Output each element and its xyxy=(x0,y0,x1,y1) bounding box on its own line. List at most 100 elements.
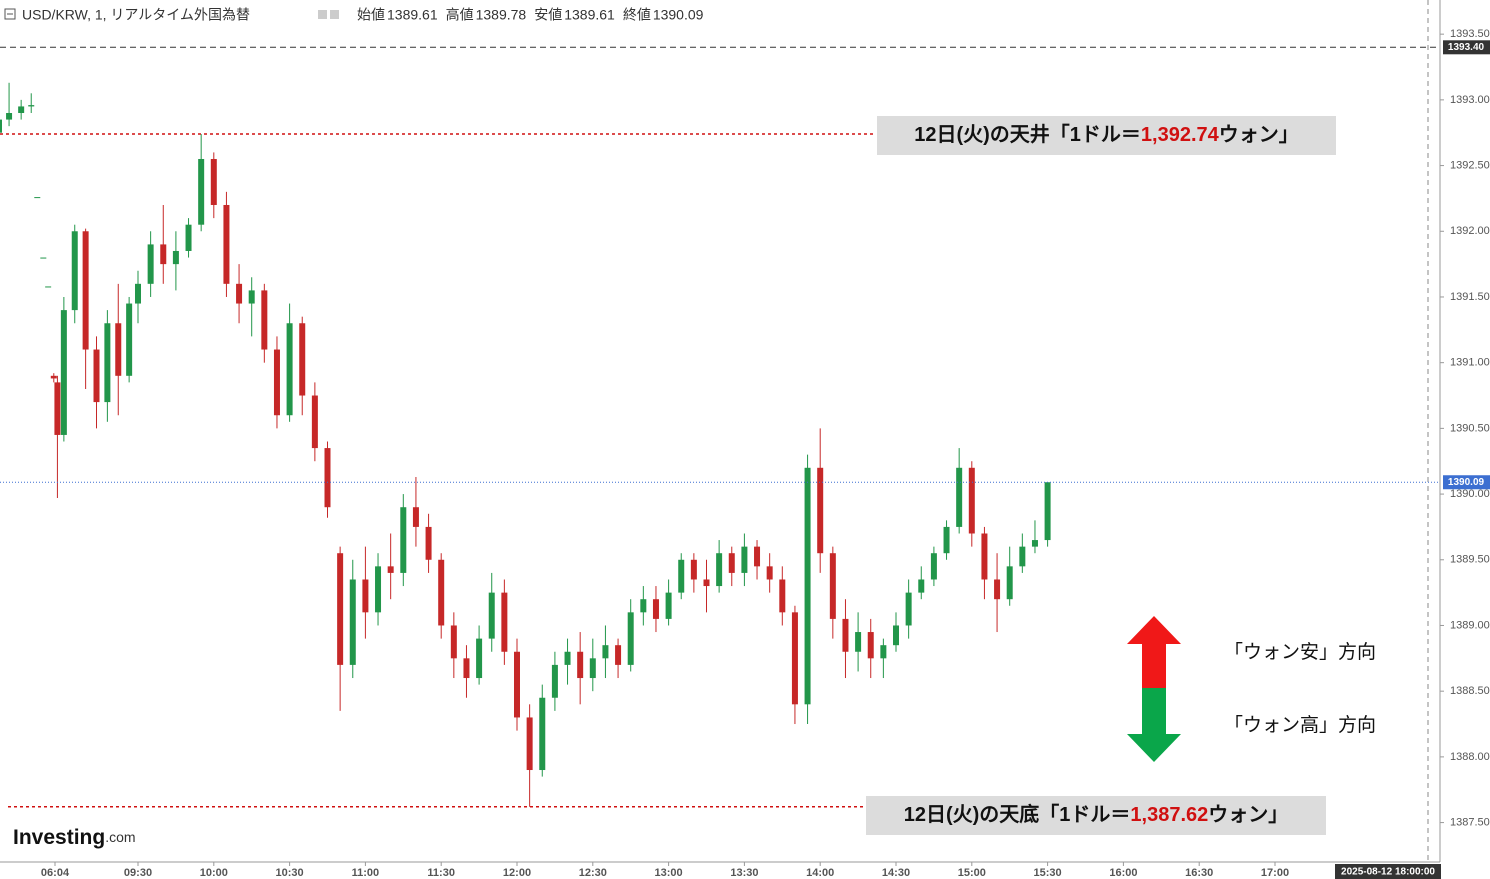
candle-body xyxy=(210,158,217,205)
candle-body xyxy=(728,553,735,573)
candle-body xyxy=(236,283,243,304)
annotation-text-before: 12日(火)の天底「1ドル＝ xyxy=(904,802,1131,826)
ohlc-header: 始値 1389.61 高値 1389.78 安値 1389.61 終値 1390.09 xyxy=(318,7,704,23)
candle-body xyxy=(223,204,230,284)
candle-body xyxy=(1044,482,1051,541)
settings-icon xyxy=(318,10,327,19)
candle-body xyxy=(400,507,407,573)
ohlc-value: 1389.78 xyxy=(476,7,527,23)
x-tick-label: 12:30 xyxy=(579,867,607,879)
candle-body xyxy=(412,507,419,527)
candle-body xyxy=(855,632,862,652)
logo-main: Investing xyxy=(13,826,105,849)
candle-body xyxy=(956,467,963,527)
candle-body xyxy=(147,244,154,284)
annotation-text-after: ウォン」 xyxy=(1208,803,1288,826)
candle-body xyxy=(551,664,558,698)
y-tick-label: 1388.00 xyxy=(1450,751,1490,763)
y-tick-label: 1393.50 xyxy=(1450,28,1490,40)
candle-body xyxy=(703,579,710,587)
y-tick-label: 1387.50 xyxy=(1450,816,1490,828)
candle-body xyxy=(539,697,546,771)
ohlc-value: 1389.61 xyxy=(387,7,438,23)
candle-body xyxy=(665,592,672,619)
candle-body xyxy=(425,526,432,560)
candle-body xyxy=(349,579,356,665)
candle-body xyxy=(463,658,470,679)
annotation-text-before: 12日(火)の天井「1ドル＝ xyxy=(914,122,1141,146)
x-tick-label: 15:00 xyxy=(958,867,986,879)
ohlc-value: 1390.09 xyxy=(653,7,704,23)
price-label-box xyxy=(1443,40,1490,55)
candle-body xyxy=(842,618,849,652)
candle-body xyxy=(324,448,331,508)
y-tick-label: 1389.00 xyxy=(1450,619,1490,631)
x-tick-label: 13:30 xyxy=(730,867,758,879)
candle-body xyxy=(438,559,445,626)
ohlc-label: 高値 xyxy=(446,7,474,23)
candle-body xyxy=(0,119,2,133)
candle-body xyxy=(930,553,937,580)
chart-title: USD/KRW, 1, リアルタイム外国為替 xyxy=(22,7,250,23)
note-weak: 「ウォン安」方向 xyxy=(1224,641,1376,663)
candle-body xyxy=(18,106,25,114)
logo-suffix: .com xyxy=(105,829,135,845)
x-tick-label: 10:30 xyxy=(276,867,304,879)
candle-body xyxy=(829,553,836,619)
annotation-box xyxy=(866,796,1326,835)
candle-body xyxy=(60,310,67,435)
candle-body xyxy=(627,612,634,665)
candle-body xyxy=(905,592,912,626)
candle-body xyxy=(82,231,89,350)
candle-body xyxy=(93,349,100,403)
candle-body xyxy=(514,651,520,718)
candle-body xyxy=(867,632,874,659)
candle-body xyxy=(577,651,584,679)
candle-body xyxy=(1031,540,1038,547)
x-tick-label: 16:30 xyxy=(1185,867,1213,879)
candle-body xyxy=(126,303,133,376)
candle-body xyxy=(273,349,280,416)
candle-body xyxy=(476,638,483,679)
x-tick-label: 11:30 xyxy=(427,867,455,879)
candle-body xyxy=(678,559,685,593)
candle-body xyxy=(299,323,306,396)
y-tick-label: 1388.50 xyxy=(1450,685,1490,697)
candle-body xyxy=(526,717,533,771)
candle-body xyxy=(994,579,1001,600)
annotation-text-after: ウォン」 xyxy=(1219,123,1299,146)
x-tick-label: 06:04 xyxy=(41,867,70,879)
candle-body xyxy=(450,625,457,659)
candle-body xyxy=(602,645,609,659)
candle-body xyxy=(968,467,975,534)
candle-body xyxy=(488,592,495,639)
cursor-label: 2025-08-12 18:00:00 xyxy=(1341,867,1435,878)
candle-body xyxy=(261,290,268,350)
candle-body xyxy=(918,579,925,593)
candle-body xyxy=(71,231,78,311)
ohlc-label: 始値 xyxy=(357,7,385,23)
price-label: 1393.40 xyxy=(1448,42,1485,53)
collapse-icon[interactable] xyxy=(4,8,16,20)
candle-body xyxy=(817,467,824,554)
x-tick-label: 15:30 xyxy=(1034,867,1062,879)
candle-body xyxy=(50,375,57,379)
candle-body xyxy=(640,599,647,613)
candle-body xyxy=(741,546,748,573)
candle-body xyxy=(943,526,950,554)
candle-body xyxy=(804,467,811,705)
candle-body xyxy=(1019,546,1026,567)
annotation-value-label: 1,387.62 xyxy=(1130,804,1208,826)
candle-body xyxy=(362,579,369,613)
candle-body xyxy=(893,625,899,646)
candle-body xyxy=(311,395,318,449)
x-tick-label: 10:00 xyxy=(200,867,228,879)
candle-body xyxy=(779,579,786,613)
ohlc-label: 終値 xyxy=(623,7,651,23)
logo: Investing.com xyxy=(13,826,136,849)
candle-body xyxy=(754,546,761,567)
y-tick-label: 1392.50 xyxy=(1450,159,1490,171)
note-strong: 「ウォン高」方向 xyxy=(1224,714,1376,736)
ohlc-label: 安値 xyxy=(534,7,562,23)
